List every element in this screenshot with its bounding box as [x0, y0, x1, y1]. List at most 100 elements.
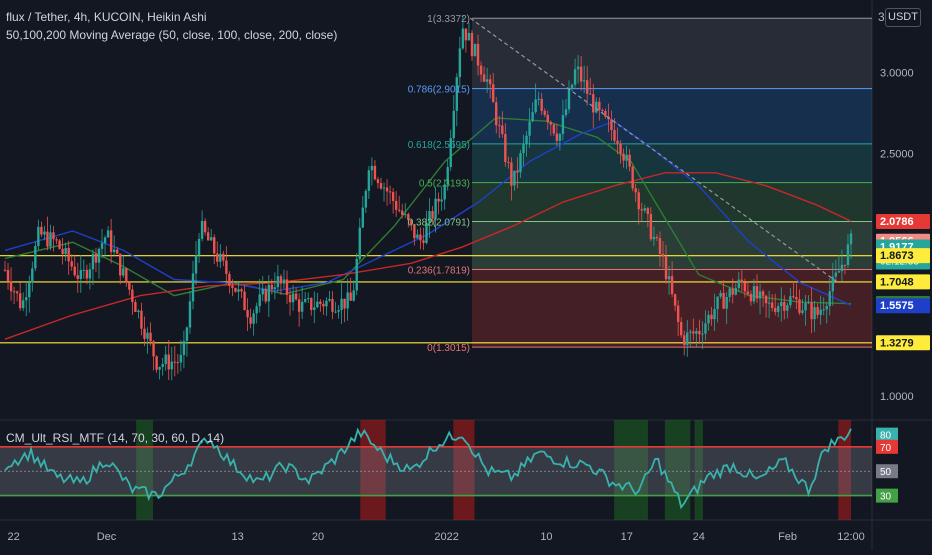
candle-body: [573, 69, 577, 85]
candle-body: [346, 292, 349, 309]
candle-body: [449, 138, 452, 168]
oversold-shade: [664, 420, 691, 520]
chart-title[interactable]: flux / Tether, 4h, KUCOIN, Heikin Ashi: [6, 10, 207, 24]
candle-body: [52, 232, 55, 240]
candle-body: [598, 101, 601, 110]
candle-body: [488, 79, 492, 85]
time-axis[interactable]: 22 Dec 13 20 2022 10 17 24 Feb 12:00: [8, 531, 865, 543]
candle-body: [570, 84, 574, 89]
candle-body: [664, 256, 668, 280]
candle-body: [3, 269, 7, 271]
rsi-level-label: 70: [880, 443, 892, 454]
indicator-legend[interactable]: CM_Ult_RSI_MTF (14, 70, 30, 60, D, 14): [6, 431, 225, 445]
candle-body: [543, 110, 546, 115]
candle-body: [613, 129, 616, 141]
candle-body: [522, 143, 525, 154]
candle-body: [561, 115, 565, 134]
candle-body: [264, 288, 267, 302]
price-tag-bg: [876, 335, 930, 351]
candle-body: [258, 294, 261, 307]
candle-body: [143, 328, 146, 339]
currency-badge[interactable]: USDT: [885, 8, 921, 27]
candle-body: [282, 279, 286, 284]
fib-zone: [471, 182, 872, 222]
candle-body: [540, 98, 543, 111]
candle-body: [504, 134, 507, 162]
candle-body: [679, 322, 683, 336]
candle-body: [407, 214, 410, 220]
candle-body: [610, 119, 613, 130]
candle-body: [213, 237, 216, 254]
candle-body: [200, 220, 204, 239]
candle-body: [749, 293, 753, 302]
candle-body: [640, 209, 643, 211]
candle-body: [394, 200, 398, 210]
candle-body: [25, 297, 28, 301]
candle-body: [425, 222, 428, 243]
time-axis-label: Feb: [778, 531, 797, 543]
candle-body: [140, 310, 143, 329]
candle-body: [746, 291, 750, 294]
candle-body: [285, 279, 289, 295]
rsi-level-tag: [876, 488, 898, 503]
candle-body: [428, 211, 431, 223]
candle-body: [216, 253, 219, 262]
candle-body: [667, 276, 671, 280]
candle-body: [713, 309, 716, 320]
trendline[interactable]: [469, 17, 839, 284]
axis-top-partial-label: 3: [878, 10, 885, 24]
candle-body: [122, 268, 125, 276]
time-axis-label: 12:00: [837, 531, 865, 543]
rsi-line: [4, 427, 852, 510]
candle-body: [388, 191, 392, 193]
candle-body: [361, 207, 365, 228]
candle-body: [261, 288, 264, 295]
candle-body: [28, 282, 31, 298]
candle-body: [828, 291, 831, 307]
candle-body: [6, 269, 10, 282]
candle-body: [106, 230, 110, 238]
candle-body: [592, 94, 595, 113]
time-axis-label: 10: [540, 531, 552, 543]
candle-body: [170, 361, 173, 370]
fib-label: 0(1.3015): [427, 343, 470, 354]
candle-body: [355, 258, 358, 291]
candle-body: [334, 311, 337, 313]
candle-body: [297, 299, 301, 312]
candle-body: [731, 288, 734, 295]
fib-label: 1(3.3372): [427, 14, 470, 25]
candle-body: [437, 198, 440, 202]
candle-body: [722, 292, 725, 309]
candle-body: [652, 237, 656, 240]
candle-body: [631, 166, 634, 189]
candle-body: [822, 309, 825, 311]
candle-body: [825, 306, 828, 310]
fib-label: 0.786(2.9015): [408, 85, 470, 96]
candle-body: [79, 269, 83, 279]
candle-body: [646, 208, 650, 214]
candle-body: [194, 255, 198, 274]
candle-body: [364, 190, 368, 208]
candle-body: [270, 284, 274, 290]
candle-body: [734, 287, 737, 295]
price-tag-label: 2.0786: [880, 216, 914, 228]
candle-body: [316, 301, 319, 308]
candle-body: [119, 253, 122, 276]
ma-legend[interactable]: 50,100,200 Moving Average (50, close, 10…: [6, 28, 338, 42]
candle-body: [725, 296, 728, 309]
candle-body: [767, 302, 771, 304]
candle-body: [273, 287, 277, 290]
candle-body: [267, 284, 271, 302]
candle-body: [422, 240, 425, 243]
candle-body: [128, 282, 131, 290]
candle-body: [76, 275, 79, 279]
rsi-pane: [0, 420, 872, 520]
rsi-level-label: 50: [880, 467, 892, 478]
price-tag-label: 1.7048: [880, 276, 914, 288]
candle-body: [185, 327, 189, 341]
price-axis[interactable]: 3.0000 2.5000 1.0000: [880, 68, 914, 403]
candle-body: [501, 125, 504, 135]
price-tag-label: 1.3279: [880, 337, 914, 349]
